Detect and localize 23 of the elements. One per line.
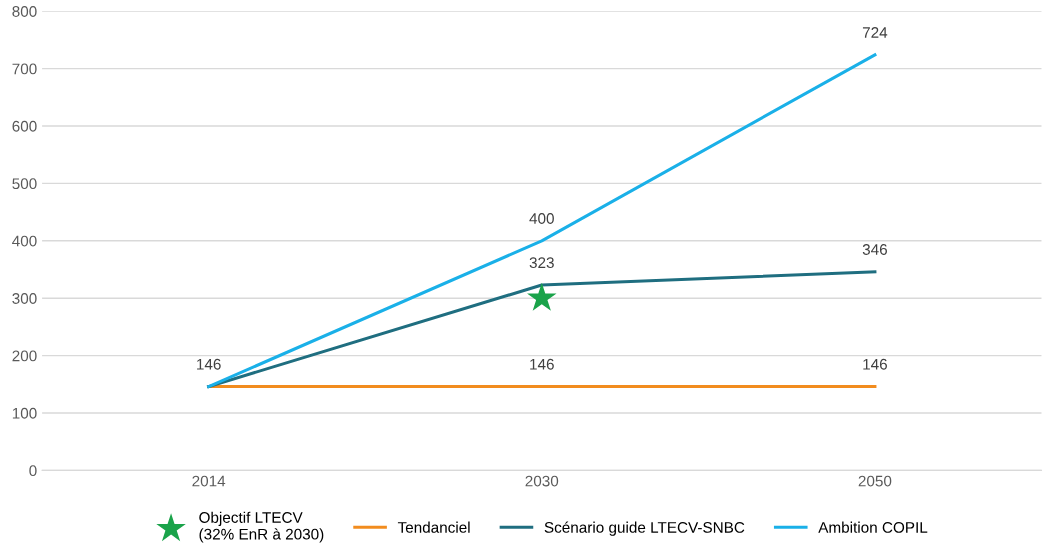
- legend-label: Ambition COPIL: [818, 521, 928, 533]
- legend-label: Objectif LTECV (32% EnR à 2030): [199, 511, 324, 543]
- y-tick-label: 0: [29, 465, 37, 477]
- y-tick-label: 100: [12, 407, 37, 419]
- data-label: 400: [529, 213, 554, 224]
- y-tick-label: 600: [12, 120, 37, 132]
- data-label: 146: [197, 358, 221, 370]
- y-tick-label: 300: [12, 293, 37, 304]
- legend-label: Scénario guide LTECV-SNBC: [544, 521, 745, 536]
- data-label: 724: [862, 27, 888, 38]
- y-tick-label: 400: [12, 235, 37, 247]
- y-tick-label: 800: [12, 6, 37, 17]
- x-tick-label: 2050: [858, 475, 892, 487]
- legend-label: Tendanciel: [397, 521, 470, 533]
- x-tick-label: 2030: [525, 475, 559, 487]
- data-label: 346: [862, 244, 887, 255]
- y-tick-label: 200: [12, 350, 37, 362]
- data-label: 323: [529, 257, 554, 269]
- data-label: 146: [530, 358, 554, 370]
- data-label: 146: [863, 358, 887, 370]
- y-tick-label: 700: [12, 63, 37, 75]
- y-tick-label: 500: [12, 178, 37, 190]
- x-tick-label: 2014: [192, 475, 226, 487]
